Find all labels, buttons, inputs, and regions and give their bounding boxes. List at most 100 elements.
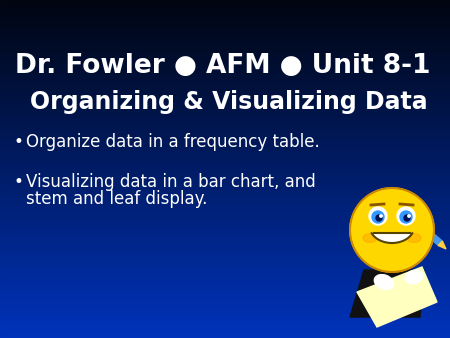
Bar [0,326,450,328]
Bar [0,131,450,134]
Bar [0,328,450,330]
Bar [0,336,450,338]
Bar [0,226,450,228]
Bar [0,3,450,5]
Bar [0,77,450,79]
Bar [0,253,450,255]
Bar [0,282,450,284]
Bar [0,91,450,93]
Bar [0,221,450,223]
Bar [0,143,450,145]
Bar [0,272,450,274]
Bar [0,44,450,46]
Bar [0,99,450,101]
Bar [0,297,450,299]
Bar [0,130,450,132]
Bar [0,50,450,52]
Bar [0,67,450,69]
Bar [0,69,450,71]
Bar [0,155,450,157]
Bar [0,216,450,218]
Bar [0,82,450,84]
Bar [0,72,450,74]
Bar [0,61,450,63]
Circle shape [404,215,410,221]
Text: Organize data in a frequency table.: Organize data in a frequency table. [26,133,320,151]
Text: stem and leaf display.: stem and leaf display. [26,190,207,208]
Bar [0,211,450,213]
Bar [0,322,450,324]
Bar [0,334,450,336]
Bar [0,110,450,112]
Bar [0,25,450,27]
Bar [0,228,450,230]
Bar [0,309,450,311]
Bar [0,289,450,291]
Bar [0,49,450,51]
Bar [0,182,450,184]
Bar [0,219,450,221]
Bar [0,133,450,135]
Bar [0,88,450,90]
Bar [0,324,450,326]
Text: Organizing & Visualizing Data: Organizing & Visualizing Data [30,90,428,114]
Bar [0,137,450,139]
Bar [0,206,450,208]
Bar [0,263,450,265]
Bar [0,103,450,105]
Bar [0,270,450,272]
Polygon shape [372,233,412,243]
Bar [0,208,450,210]
Bar [0,79,450,81]
Bar [0,189,450,191]
Bar [0,204,450,206]
Bar [0,62,450,64]
Bar [0,123,450,125]
Bar [0,268,450,270]
Bar [0,285,450,287]
Bar [0,186,450,188]
Bar [0,23,450,25]
Bar [0,37,450,39]
Bar [0,35,450,37]
Bar [0,126,450,128]
Bar [0,241,450,243]
Bar [0,331,450,333]
Bar [0,192,450,194]
Bar [0,135,450,137]
Bar [0,159,450,161]
Bar [0,199,450,201]
Bar [0,104,450,106]
Circle shape [369,207,387,225]
Bar [0,116,450,118]
Bar [0,304,450,306]
Bar [0,0,450,2]
Bar [0,260,450,262]
Bar [0,279,450,281]
Circle shape [372,211,384,223]
Bar [0,164,450,166]
Bar [0,273,450,275]
Bar [0,275,450,277]
Bar [0,145,450,147]
Bar [0,175,450,177]
Bar [0,1,450,3]
Bar [0,265,450,267]
Bar [0,32,450,34]
Text: Dr. Fowler ● AFM ● Unit 8-1: Dr. Fowler ● AFM ● Unit 8-1 [15,53,431,79]
Bar [0,172,450,174]
Bar [0,333,450,335]
Bar [0,300,450,303]
Bar [0,306,450,308]
Bar [0,262,450,264]
Bar [0,111,450,113]
Bar [0,295,450,297]
Bar [0,52,450,54]
Bar [0,55,450,57]
Bar [0,165,450,167]
Bar [0,113,450,115]
Bar [0,179,450,181]
Bar [0,196,450,198]
Bar [0,13,450,15]
Bar [0,20,450,22]
